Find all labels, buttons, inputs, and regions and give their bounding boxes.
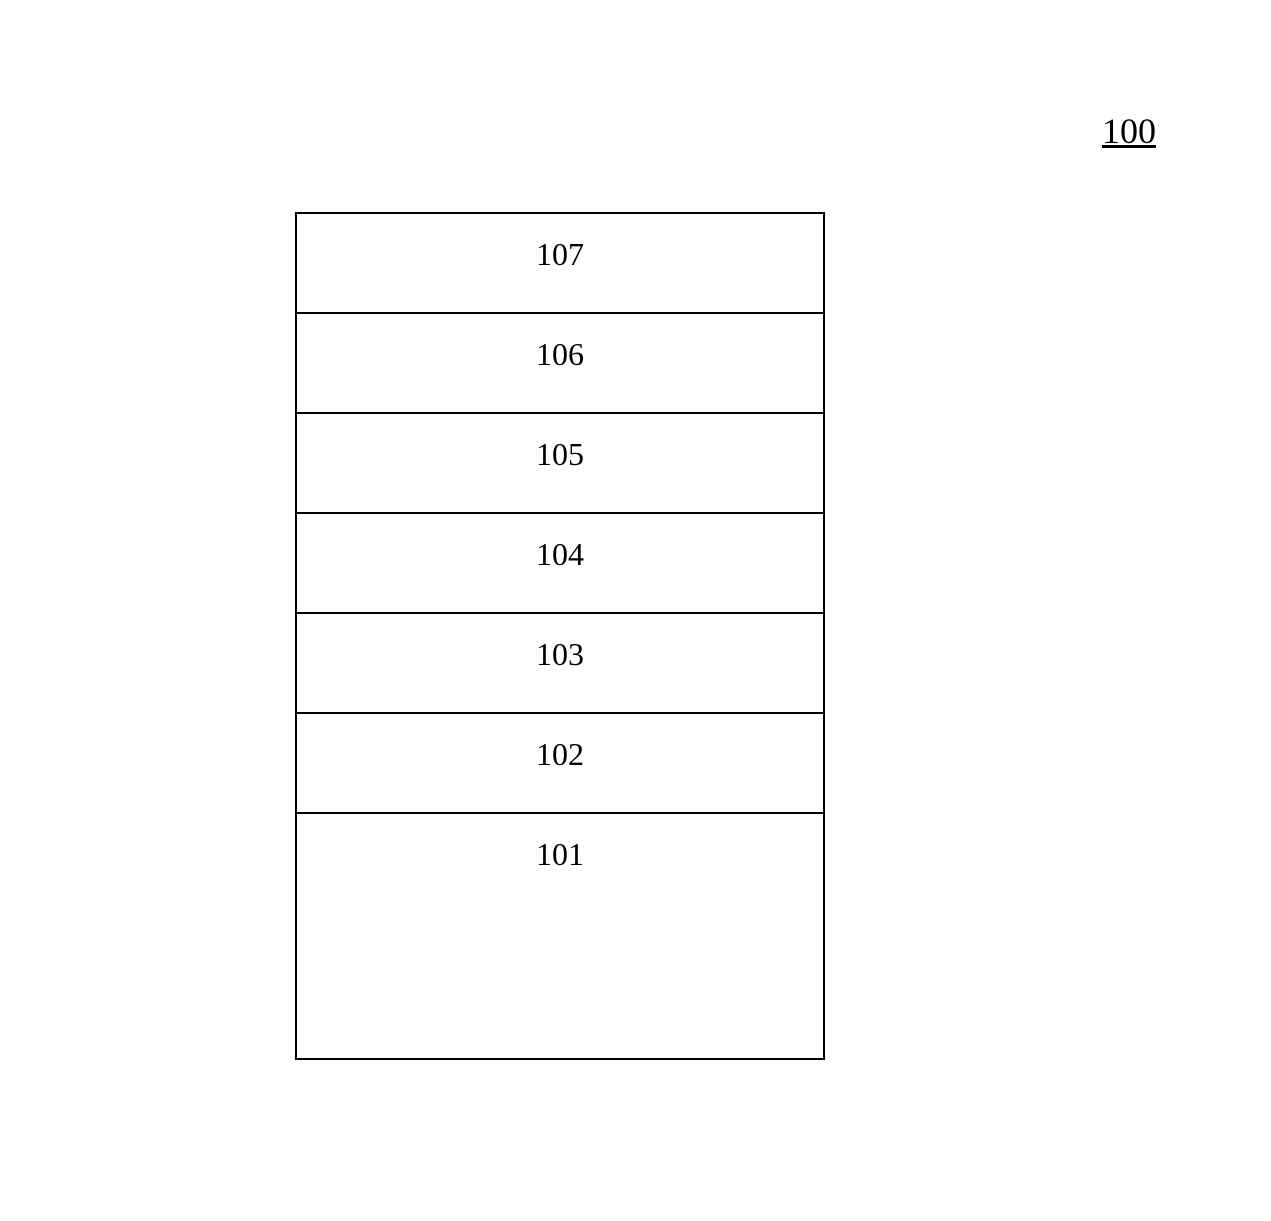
layer-106: 106 bbox=[295, 312, 825, 412]
layer-label: 102 bbox=[536, 714, 584, 812]
layer-103: 103 bbox=[295, 612, 825, 712]
layer-stack-diagram: 107 106 105 104 103 102 101 bbox=[295, 212, 825, 1060]
layer-107: 107 bbox=[295, 212, 825, 312]
layer-label: 107 bbox=[536, 214, 584, 312]
layer-102: 102 bbox=[295, 712, 825, 812]
layer-label: 106 bbox=[536, 314, 584, 412]
layer-label: 104 bbox=[536, 514, 584, 612]
layer-105: 105 bbox=[295, 412, 825, 512]
layer-label: 103 bbox=[536, 614, 584, 712]
layer-104: 104 bbox=[295, 512, 825, 612]
layer-label: 105 bbox=[536, 414, 584, 512]
layer-label: 101 bbox=[536, 814, 584, 1058]
layer-101: 101 bbox=[295, 812, 825, 1060]
figure-reference-label: 100 bbox=[1102, 110, 1156, 152]
